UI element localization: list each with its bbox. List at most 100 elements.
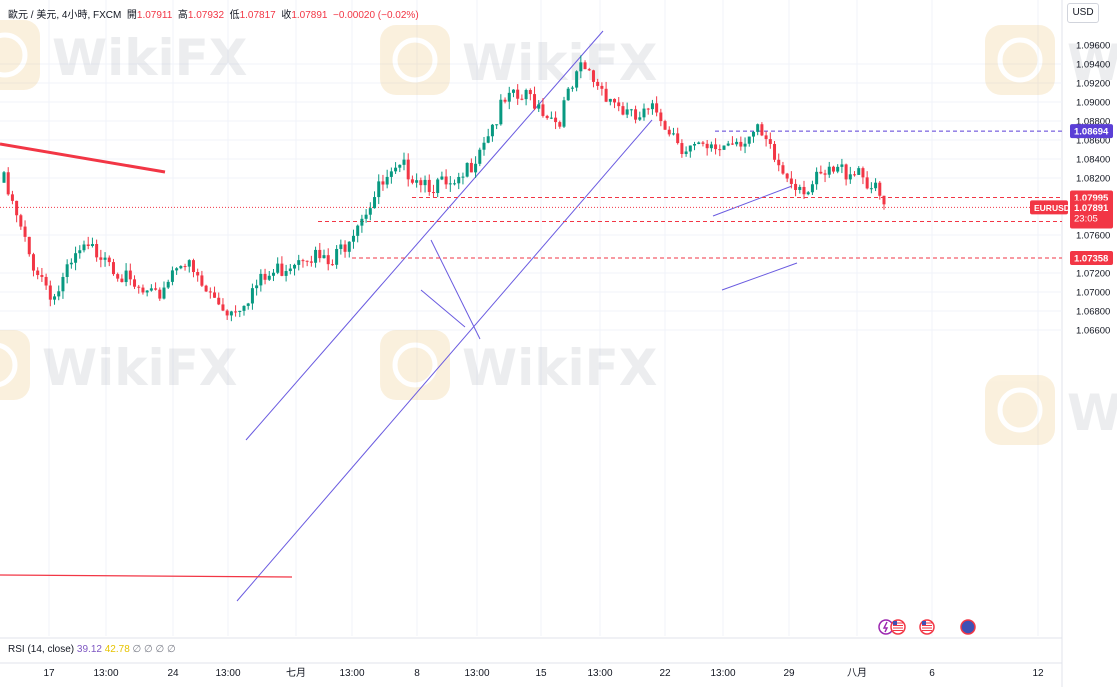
wikifx-logo-ring <box>0 343 18 387</box>
candles <box>2 55 886 322</box>
rsi-legend[interactable]: RSI (14, close) 39.12 42.78 ∅ ∅ ∅ ∅ <box>8 644 176 655</box>
candle-body <box>596 81 600 86</box>
candle-body <box>398 164 402 168</box>
candle-body <box>293 264 297 269</box>
time-tick-label: 6 <box>929 668 935 679</box>
candle-body <box>638 117 642 120</box>
candle-body <box>878 182 882 196</box>
price-level-tag[interactable] <box>1070 250 1113 265</box>
candle-body <box>78 250 82 254</box>
candle-body <box>99 257 103 260</box>
candle-body <box>213 292 217 298</box>
price-level-tag[interactable] <box>1070 124 1113 139</box>
candle-body <box>558 122 562 127</box>
current-price-label: 1.07891 <box>1074 203 1109 214</box>
candle-body <box>714 144 718 150</box>
candle-body <box>831 166 835 172</box>
candle-body <box>453 183 457 185</box>
candle-body <box>263 273 267 280</box>
candle-body <box>10 194 14 201</box>
candle-body <box>120 278 124 283</box>
trendline <box>721 262 798 291</box>
wikifx-logo-icon <box>985 375 1055 445</box>
us-flag-icon-canton <box>922 621 926 625</box>
candle-body <box>869 188 873 190</box>
wikifx-logo-ring <box>0 32 28 78</box>
time-tick-label: 12 <box>1032 668 1044 679</box>
candle-body <box>381 181 385 185</box>
currency-button[interactable]: USD <box>1067 3 1099 23</box>
wikifx-watermark: WikiFX <box>0 20 247 90</box>
candle-body <box>688 145 692 152</box>
candle-body <box>267 275 271 280</box>
candle-body <box>676 133 680 144</box>
candle-body <box>798 186 802 190</box>
time-tick-label: 七月 <box>286 667 306 679</box>
candle-body <box>191 260 195 273</box>
candle-body <box>137 286 141 288</box>
time-tick-label: 八月 <box>847 667 867 679</box>
candle-body <box>865 177 869 189</box>
candle-body <box>410 179 414 183</box>
candle-body <box>735 141 739 145</box>
candle-body <box>874 182 878 189</box>
candle-body <box>234 311 238 313</box>
candle-body <box>629 109 633 111</box>
candle-body <box>646 108 650 110</box>
candle-body <box>697 142 701 144</box>
high-label: 高 <box>177 10 188 21</box>
candle-body <box>722 145 726 150</box>
wikifx-watermark-text: WikiFX <box>462 34 657 92</box>
wikifx-logo-icon <box>0 330 30 400</box>
price-tick-label: 1.07600 <box>1076 231 1110 242</box>
candle-body <box>642 108 646 118</box>
candle-body <box>6 172 10 195</box>
candle-body <box>810 184 814 193</box>
wikifx-logo-ring <box>392 342 438 388</box>
price-tick-label: 1.09400 <box>1076 60 1110 71</box>
us-flag-icon[interactable] <box>890 619 906 635</box>
wikifx-logo-icon <box>0 20 40 90</box>
candle-body <box>545 115 549 119</box>
candle-body <box>419 180 423 186</box>
candle-body <box>204 285 208 292</box>
candle-body <box>760 124 764 136</box>
time-tick-label: 17 <box>43 668 55 679</box>
candle-body <box>806 192 810 195</box>
candle-body <box>271 272 275 276</box>
candle-body <box>158 289 162 299</box>
wikifx-logo-ring <box>997 387 1043 433</box>
candle-body <box>751 131 755 137</box>
symbol-tag[interactable] <box>1030 200 1068 215</box>
current-price-tag[interactable] <box>1070 200 1113 226</box>
candle-body <box>587 69 591 71</box>
wikifx-watermark-text: WikiFX <box>1067 384 1117 442</box>
candle-body <box>250 288 254 304</box>
candle-body <box>844 164 848 180</box>
candle-body <box>802 186 806 195</box>
candle-body <box>111 262 115 275</box>
candle-body <box>314 249 318 263</box>
price-tick-label: 1.08600 <box>1076 136 1110 147</box>
candle-body <box>107 257 111 263</box>
time-tick-label: 13:00 <box>93 668 118 679</box>
candle-body <box>617 102 621 107</box>
candle-body <box>823 173 827 175</box>
candle-body <box>259 273 263 286</box>
candle-body <box>693 143 697 146</box>
candle-body <box>61 276 65 292</box>
wikifx-logo-icon <box>380 330 450 400</box>
close-label: 收 <box>281 10 292 21</box>
us-flag-icon[interactable] <box>919 619 935 635</box>
candle-body <box>469 162 473 173</box>
candle-body <box>726 143 730 146</box>
globe-icon[interactable] <box>960 619 976 635</box>
time-tick-label: 24 <box>167 668 179 679</box>
candle-body <box>53 296 57 300</box>
time-tick-label: 13:00 <box>710 668 735 679</box>
candle-body <box>133 279 137 287</box>
countdown-label: 23:05 <box>1074 213 1098 224</box>
candle-body <box>225 310 229 316</box>
